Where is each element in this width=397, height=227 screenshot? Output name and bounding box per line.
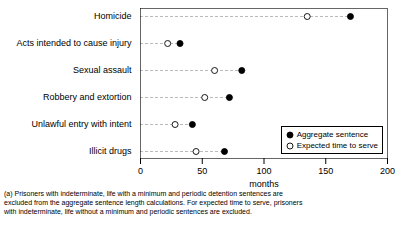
svg-text:Robbery and extortion: Robbery and extortion [43, 92, 132, 102]
svg-text:0: 0 [138, 166, 143, 176]
svg-text:100: 100 [256, 166, 271, 176]
svg-text:Sexual assault: Sexual assault [73, 65, 132, 75]
svg-text:150: 150 [318, 166, 333, 176]
html-text:Expected time to serve: Expected time to serve [296, 141, 378, 150]
svg-text:Unlawful entry with intent: Unlawful entry with intent [31, 119, 132, 129]
svg-text:200: 200 [380, 166, 395, 176]
svg-text:Acts intended to cause injury: Acts intended to cause injury [16, 38, 132, 48]
svg-text:months: months [249, 179, 279, 189]
html-text:(a) Prisoners with indetermina: (a) Prisoners with indeterminate, life w… [4, 190, 303, 215]
html-text:Aggregate sentence: Aggregate sentence [296, 130, 369, 139]
svg-text:Homicide: Homicide [94, 11, 132, 21]
svg-text:Illicit drugs: Illicit drugs [89, 146, 132, 156]
svg-text:50: 50 [197, 166, 207, 176]
